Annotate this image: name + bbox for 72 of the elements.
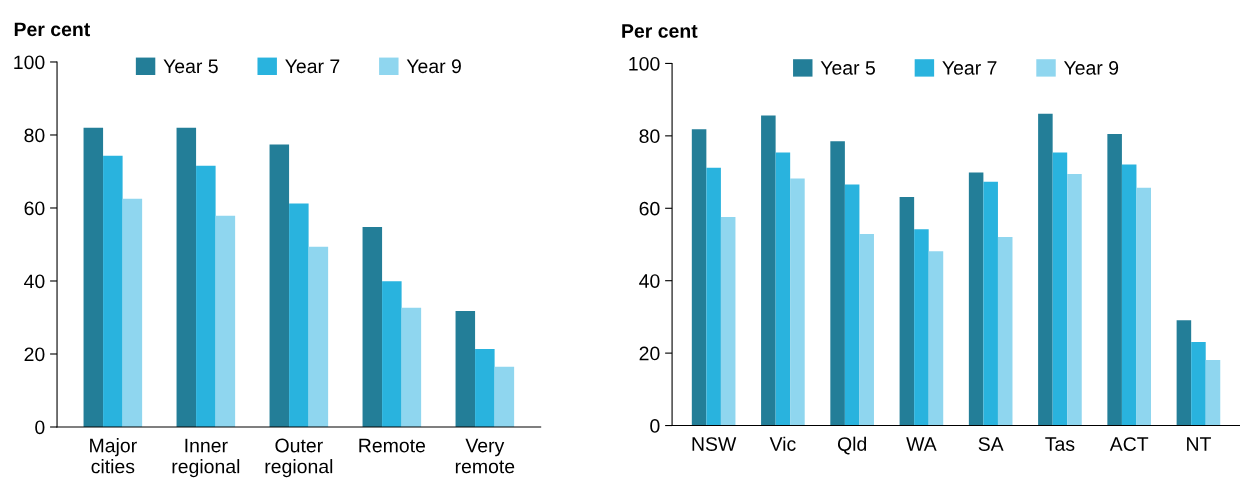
bar xyxy=(1176,320,1192,426)
bar xyxy=(382,281,402,427)
bar xyxy=(968,172,984,426)
y-tick-label: 100 xyxy=(14,55,45,70)
y-tick-label: 60 xyxy=(24,201,45,216)
legend-label: Year 9 xyxy=(406,59,461,74)
bar xyxy=(928,251,944,426)
legend-label: Year 7 xyxy=(285,59,340,74)
bar xyxy=(215,215,236,427)
y-tick-label: 0 xyxy=(35,420,45,435)
bar xyxy=(494,366,515,427)
bar xyxy=(1038,113,1053,426)
bar xyxy=(196,165,216,427)
x-tick-label: SA xyxy=(978,437,1004,451)
y-tick-label: 40 xyxy=(639,274,660,288)
bar xyxy=(706,167,721,426)
bar xyxy=(1067,173,1082,426)
bar xyxy=(176,127,197,427)
x-tick-label: Very remote xyxy=(455,438,515,474)
bar xyxy=(830,141,845,426)
bar xyxy=(997,236,1013,426)
y-tick-label: 20 xyxy=(24,347,45,362)
x-tick-label: WA xyxy=(906,437,937,451)
bar xyxy=(691,129,707,426)
bar xyxy=(761,115,776,426)
y-tick-label: 40 xyxy=(24,274,45,289)
bar xyxy=(720,216,736,426)
bar xyxy=(775,152,791,426)
bar xyxy=(983,181,998,426)
bar xyxy=(1136,187,1151,426)
y-tick-label: 80 xyxy=(24,128,45,143)
bar xyxy=(83,127,104,427)
bar xyxy=(1052,152,1068,426)
x-tick-label: Qld xyxy=(837,436,867,455)
x-tick-label: Tas xyxy=(1045,437,1075,451)
bar xyxy=(103,155,123,427)
bar xyxy=(844,184,860,426)
bar xyxy=(122,198,143,427)
y-tick-label: 60 xyxy=(639,201,660,216)
x-tick-label: Vic xyxy=(769,436,796,451)
bar xyxy=(859,233,874,426)
y-tick-label: 0 xyxy=(650,419,660,433)
bar xyxy=(1191,341,1206,426)
y-tick-label: 80 xyxy=(639,129,660,144)
y-axis-title: Per cent xyxy=(14,22,91,37)
bar xyxy=(1121,164,1137,426)
bar xyxy=(1107,134,1122,426)
legend-label: Year 7 xyxy=(942,61,997,75)
bar xyxy=(899,197,915,426)
legend-label: Year 5 xyxy=(820,61,875,75)
y-tick-label: 20 xyxy=(639,346,660,361)
bar xyxy=(455,310,476,427)
x-tick-label: Major cities xyxy=(90,438,137,474)
bar xyxy=(401,307,422,427)
y-axis-title: Per cent xyxy=(622,24,698,38)
x-tick-label: NSW xyxy=(692,437,737,451)
x-tick-label: NT xyxy=(1187,437,1211,451)
bar xyxy=(790,178,805,426)
legend-label: Year 5 xyxy=(163,59,218,74)
y-tick-label: 100 xyxy=(629,56,660,71)
x-tick-label: Outer regional xyxy=(265,438,333,478)
x-tick-label: Remote xyxy=(359,438,426,453)
legend-label: Year 9 xyxy=(1063,61,1119,75)
bar xyxy=(1205,360,1221,426)
bar xyxy=(475,348,495,427)
x-tick-label: Inner regional xyxy=(172,438,240,478)
bar xyxy=(308,246,329,427)
x-tick-label: ACT xyxy=(1109,437,1149,451)
bar xyxy=(362,226,383,427)
bar xyxy=(269,144,290,427)
bar xyxy=(289,203,309,427)
bar xyxy=(914,229,929,426)
